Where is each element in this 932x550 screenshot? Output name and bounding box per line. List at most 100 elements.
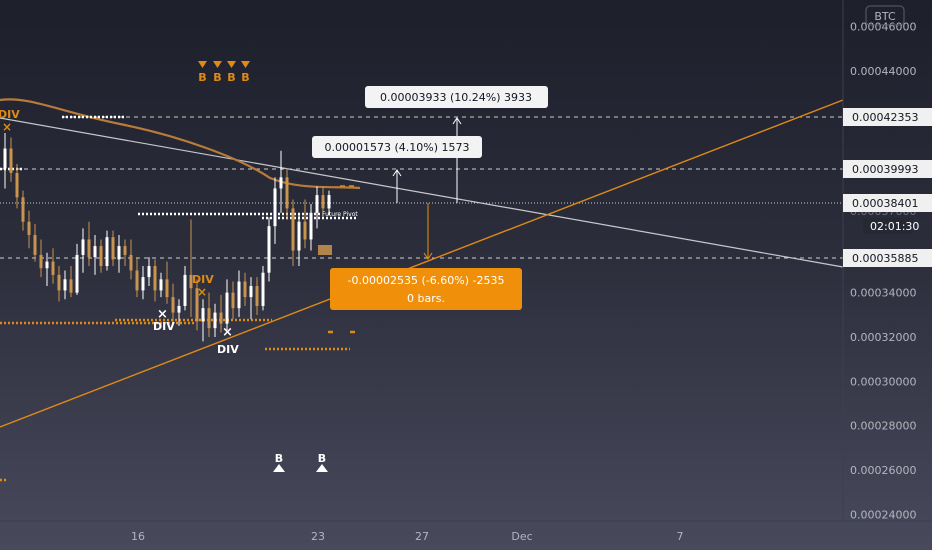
buy-triangle-down-icon	[241, 61, 250, 68]
x-tick-label: 23	[311, 530, 325, 543]
candle-bear	[129, 254, 133, 271]
candle-bull	[267, 226, 271, 273]
svg-text:BTC: BTC	[874, 10, 896, 23]
candle-bull	[93, 246, 97, 258]
buy-label-top-4: B	[241, 71, 249, 84]
candle-bull	[279, 177, 283, 189]
candle-bear	[195, 288, 199, 322]
price-label-35885: 0.00035885	[843, 249, 932, 267]
measure-up-large-text: 0.00003933 (10.24%) 3933	[380, 91, 532, 104]
candle-bull	[297, 221, 301, 251]
div-x-icon-1: ×	[2, 120, 12, 134]
buy-markers-top: B B B B	[198, 61, 250, 84]
x-tick-label: 7	[677, 530, 684, 543]
candle-bear	[231, 292, 235, 309]
support-dotted-lines	[0, 318, 355, 482]
candle-bull	[213, 312, 217, 329]
x-tick-label: 16	[131, 530, 145, 543]
reference-lines	[0, 116, 843, 259]
candle-bear	[27, 221, 31, 236]
candle-bull	[117, 246, 121, 260]
price-label-42353: 0.00042353	[843, 108, 932, 126]
buy-triangle-down-icon	[198, 61, 207, 68]
candle-bear	[69, 279, 73, 293]
ascending-trendline[interactable]	[0, 99, 844, 428]
measure-box-up-large[interactable]: 0.00003933 (10.24%) 3933	[365, 86, 548, 108]
candle-bull	[201, 308, 205, 322]
y-tick-label: 0.00032000	[850, 331, 916, 344]
measure-down-line1: -0.00002535 (-6.60%) -2535	[348, 274, 505, 287]
price-axis[interactable]: 0.000460000.000440000.000340000.00032000…	[842, 0, 932, 521]
pivot-dotted-lines	[0, 115, 358, 220]
candle-bear	[9, 148, 13, 173]
price-label-39993: 0.00039993	[843, 160, 932, 178]
candle-bear	[321, 195, 325, 209]
candle-bear	[171, 297, 175, 313]
div-x-icon-4: ×	[222, 325, 233, 340]
descending-trendline[interactable]	[0, 117, 844, 268]
buy-label-bottom-2: B	[318, 452, 326, 465]
candle-bear	[99, 246, 103, 267]
candle-bear	[303, 221, 307, 240]
currency-badge[interactable]: BTC	[865, 5, 905, 26]
candle-bear	[39, 254, 43, 269]
buy-label-top-2: B	[213, 71, 221, 84]
candle-bear	[189, 274, 193, 289]
svg-text:02:01:30: 02:01:30	[870, 220, 919, 233]
candle-bull	[183, 274, 187, 306]
candle-bear	[207, 308, 211, 329]
future-pivot-label: Future Pivot	[322, 211, 358, 218]
candle-bear	[33, 235, 37, 255]
candle-bull	[141, 277, 145, 291]
y-tick-label: 0.00026000	[850, 464, 916, 477]
y-tick-label: 0.00044000	[850, 65, 916, 78]
svg-text:0.00039993: 0.00039993	[852, 163, 918, 176]
candle-bull	[63, 279, 67, 291]
price-label-current: 0.00038401	[843, 194, 932, 212]
div-markers: DIV × DIV × DIV × DIV ×	[0, 108, 239, 356]
x-tick-label: Dec	[511, 530, 532, 543]
time-axis[interactable]: 16 23 27 Dec 7	[0, 520, 932, 543]
div-x-icon-2: ×	[157, 307, 168, 322]
candle-bull	[177, 305, 181, 313]
div-label-1: DIV	[0, 108, 20, 121]
div-label-3: DIV	[192, 273, 214, 286]
candle-bear	[243, 281, 247, 298]
candle-bull	[249, 285, 253, 298]
svg-text:0.00042353: 0.00042353	[852, 111, 918, 124]
y-tick-label: 0.00030000	[850, 375, 916, 388]
candle-bear	[57, 274, 61, 291]
candle-bull	[105, 237, 109, 267]
candle-bull	[315, 195, 319, 213]
candle-bear	[165, 279, 169, 298]
y-tick-label: 0.00028000	[850, 420, 916, 433]
moving-average-line	[0, 98, 361, 190]
measure-box-up-small[interactable]: 0.00001573 (4.10%) 1573	[312, 136, 482, 158]
buy-label-top-1: B	[198, 71, 206, 84]
future-pivot-box	[318, 245, 332, 255]
candle-bear	[51, 261, 55, 275]
svg-text:0.00038401: 0.00038401	[852, 197, 918, 210]
buy-triangle-down-icon	[213, 61, 222, 68]
candle-bear	[87, 239, 91, 258]
candle-bear	[285, 177, 289, 209]
measure-box-down[interactable]: -0.00002535 (-6.60%) -2535 0 bars.	[330, 268, 522, 310]
measure-up-small-text: 0.00001573 (4.10%) 1573	[325, 141, 470, 154]
buy-markers-bottom: B B	[273, 452, 328, 472]
candle-bull	[273, 188, 277, 227]
div-label-4: DIV	[217, 343, 239, 356]
buy-label-top-3: B	[227, 71, 235, 84]
buy-label-bottom-1: B	[275, 452, 283, 465]
div-label-2: DIV	[153, 320, 175, 333]
div-x-icon-3: ×	[197, 285, 207, 299]
candle-bull	[309, 212, 313, 240]
candle-bull	[81, 239, 85, 255]
buy-triangle-up-icon	[316, 464, 328, 472]
candle-bear	[291, 208, 295, 251]
candle-bear	[123, 246, 127, 255]
measure-down-line2: 0 bars.	[407, 292, 445, 305]
candle-bear	[111, 237, 115, 260]
candles-layer	[3, 133, 331, 342]
